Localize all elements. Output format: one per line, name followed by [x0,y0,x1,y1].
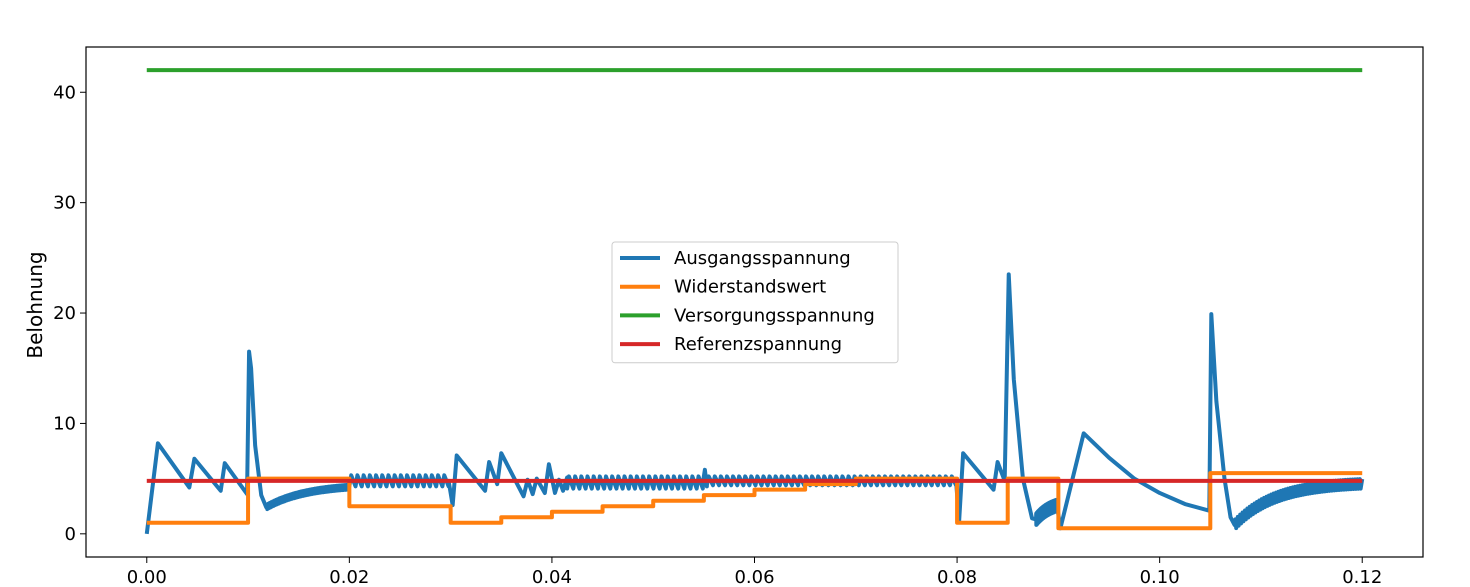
y-tick-label: 40 [53,82,76,103]
x-axis: 0.00 0.02 0.04 0.06 0.08 0.10 0.12 [127,557,1382,587]
x-tick-label: 0.00 [127,567,167,587]
x-tick-label: 0.08 [937,567,977,587]
y-tick-label: 30 [53,193,76,214]
x-tick-label: 0.10 [1140,567,1180,587]
series-layer [144,68,1365,535]
y-tick-label: 10 [53,413,76,434]
legend-box [611,241,899,364]
legend: Ausgangsspannung Widerstandswert Versorgun… [611,241,899,364]
x-tick-label: 0.04 [532,567,572,587]
series-line-0 [144,272,1365,535]
legend-label-1: Widerstandswert [674,277,826,298]
legend-label-2: Versorgungsspannung [674,305,875,326]
legend-label-3: Referenzspannung [674,334,842,355]
x-tick-label: 0.02 [329,567,369,587]
x-tick-label: 0.06 [734,567,774,587]
y-axis-label: Belohnung [23,251,47,358]
legend-label-0: Ausgangsspannung [674,248,851,269]
y-axis: 0 10 20 30 40 [53,82,86,545]
y-tick-label: 20 [53,303,76,324]
y-tick-label: 0 [65,524,76,545]
series-line-1 [146,471,1363,531]
x-tick-label: 0.12 [1342,567,1382,587]
